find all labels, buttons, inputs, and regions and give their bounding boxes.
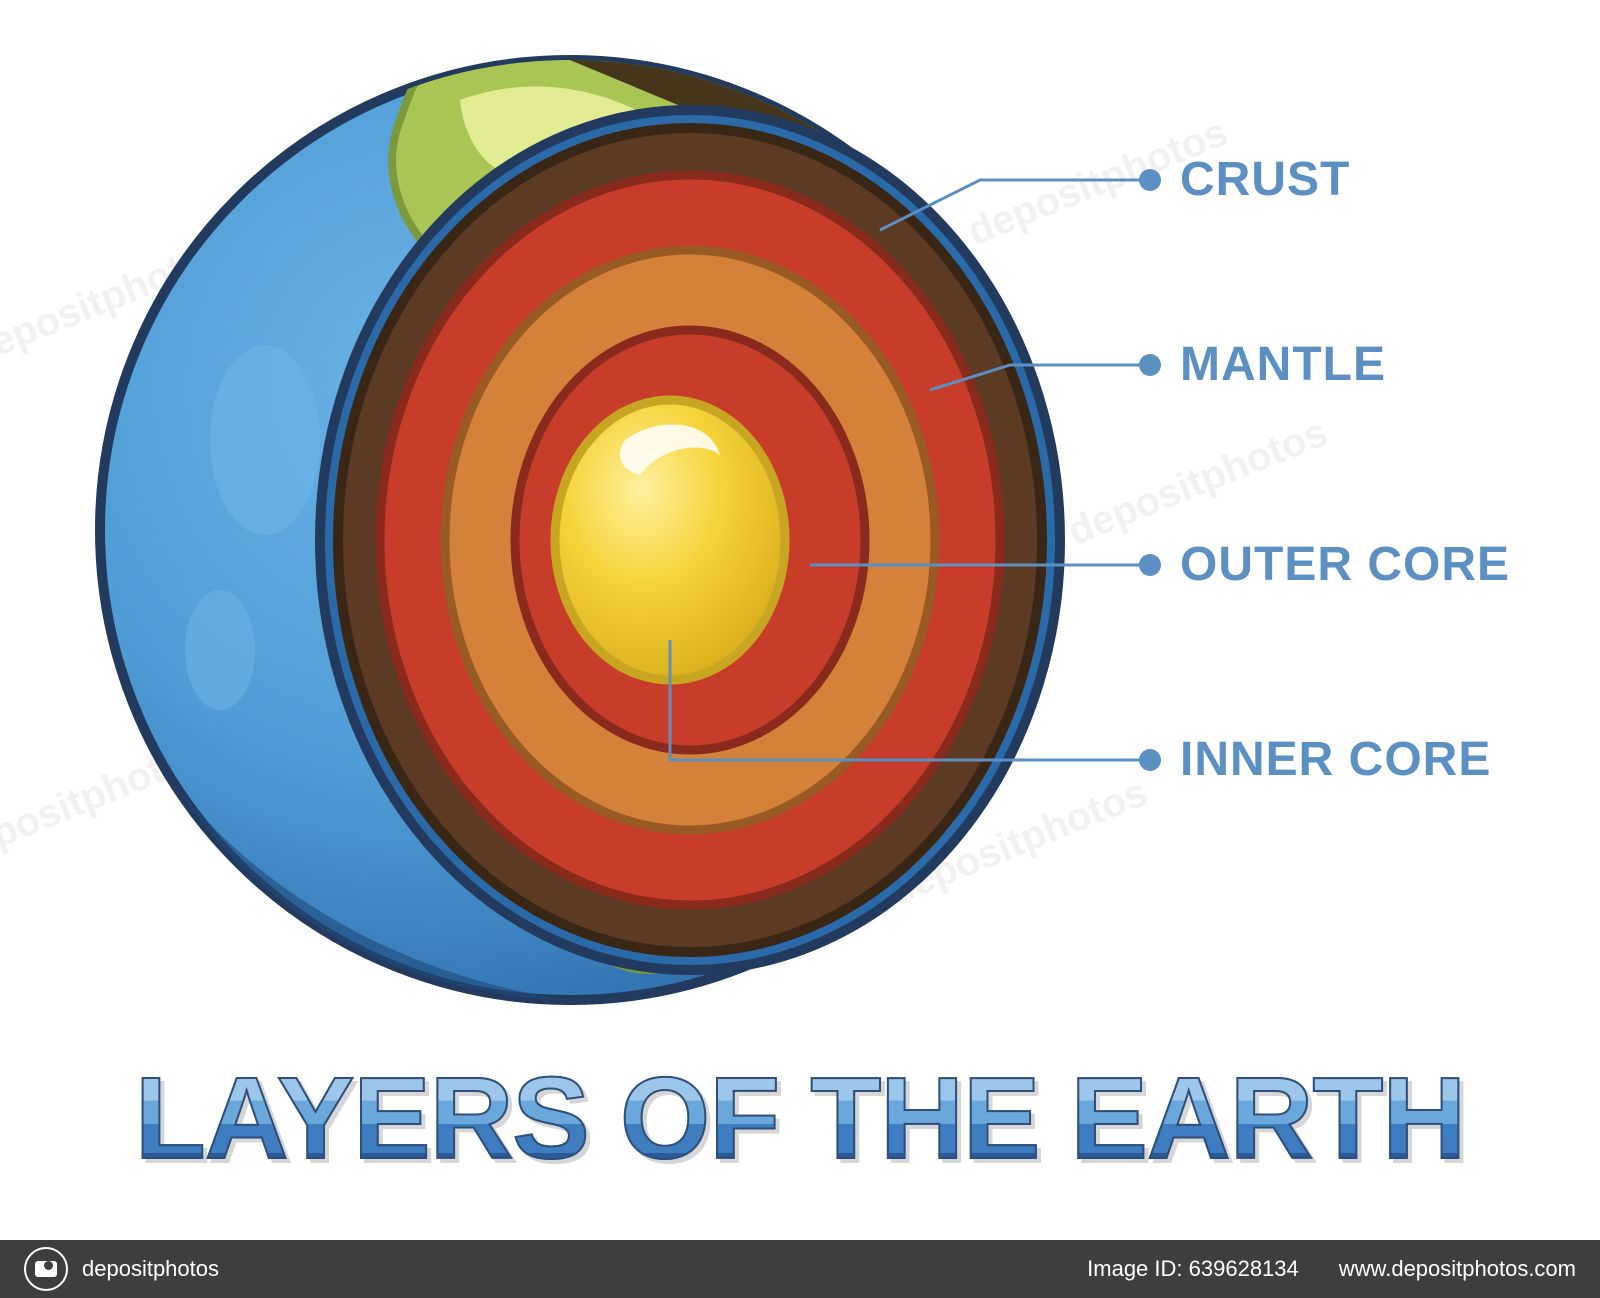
footer-image-id-value: 639628134 xyxy=(1189,1256,1299,1281)
label-crust: CRUST xyxy=(1180,152,1350,207)
dot-crust xyxy=(1139,169,1161,191)
label-mantle-text: MANTLE xyxy=(1180,337,1386,392)
label-inner-core: INNER CORE xyxy=(1180,732,1491,787)
footer-image-id: Image ID: 639628134 xyxy=(1087,1256,1299,1282)
callout-dots xyxy=(1139,169,1161,771)
dot-inner-core xyxy=(1139,749,1161,771)
dot-outer-core xyxy=(1139,554,1161,576)
label-mantle: MANTLE xyxy=(1180,337,1386,392)
stage: depositphotos depositphotos depositphoto… xyxy=(0,0,1600,1298)
footer-brand: depositphotos xyxy=(24,1247,219,1291)
label-crust-text: CRUST xyxy=(1180,152,1350,207)
footer-brand-text: depositphotos xyxy=(82,1256,219,1282)
ocean-highlight-1 xyxy=(210,345,320,535)
camera-icon xyxy=(24,1247,68,1291)
label-outer-core-text: OUTER CORE xyxy=(1180,537,1510,592)
footer-right: Image ID: 639628134 www.depositphotos.co… xyxy=(1087,1256,1576,1282)
footer: depositphotos Image ID: 639628134 www.de… xyxy=(0,1240,1600,1298)
diagram-title: LAYERS OF THE EARTH xyxy=(135,1060,1465,1176)
dot-mantle xyxy=(1139,354,1161,376)
footer-image-id-label: Image ID: xyxy=(1087,1256,1182,1281)
title-wrap: LAYERS OF THE EARTH xyxy=(0,1060,1600,1176)
label-outer-core: OUTER CORE xyxy=(1180,537,1510,592)
label-inner-core-text: INNER CORE xyxy=(1180,732,1491,787)
earth-diagram: CRUST MANTLE OUTER CORE INNER CORE xyxy=(0,0,1600,1060)
earth-svg xyxy=(0,0,1600,1060)
ocean-highlight-2 xyxy=(185,590,255,710)
footer-site: www.depositphotos.com xyxy=(1339,1256,1576,1282)
